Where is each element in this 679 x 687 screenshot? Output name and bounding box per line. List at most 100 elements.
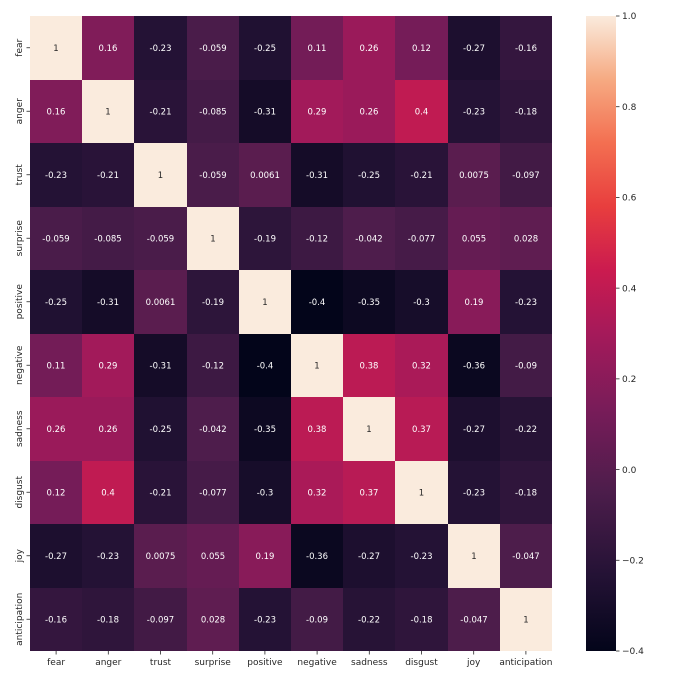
colorbar-tick-label: 0.8: [622, 103, 637, 113]
cell-value-label: -0.36: [463, 362, 485, 372]
cell-value-label: -0.23: [45, 171, 67, 181]
cell-value-label: -0.22: [515, 425, 537, 435]
colorbar-tick-label: 0.2: [622, 375, 636, 385]
cell-value-label: -0.31: [306, 171, 328, 181]
cell-value-label: 0.26: [99, 425, 118, 435]
heatmap-cell: [395, 397, 448, 461]
x-tick-label: trust: [150, 658, 172, 668]
heatmap-cell: [134, 334, 187, 397]
heatmap-cell: [448, 334, 500, 397]
colorbar-tick-label: −0.4: [622, 647, 644, 657]
cell-value-label: 0.055: [201, 552, 225, 562]
colorbar-tick-label: 0.0: [622, 466, 637, 476]
cell-value-label: 0.26: [360, 44, 379, 54]
cell-value-label: -0.23: [254, 616, 276, 626]
y-tick-label: positive: [15, 284, 25, 320]
cell-value-label: -0.077: [408, 235, 435, 245]
x-axis-ticks: fear anger trust surprise positive negative sa…: [47, 651, 552, 668]
y-tick-label: surprise: [15, 220, 25, 257]
x-tick-label: anticipation: [499, 658, 552, 668]
heatmap-cell: [395, 80, 448, 143]
cell-value-label: -0.4: [309, 298, 326, 308]
heatmap-cell: [187, 143, 239, 207]
cell-value-label: -0.31: [97, 298, 119, 308]
heatmap-cell: [187, 207, 239, 270]
heatmap-cell: [291, 80, 343, 143]
cell-value-label: 1: [471, 552, 476, 562]
heatmap-cell: [500, 334, 552, 397]
cell-value-label: -0.09: [515, 362, 537, 372]
heatmap-cell: [82, 588, 134, 651]
cell-value-label: 0.38: [308, 425, 327, 435]
heatmap-cell: [291, 270, 343, 334]
y-tick-label: joy: [15, 548, 25, 563]
heatmap-cell: [448, 207, 500, 270]
cell-value-label: 0.26: [360, 108, 379, 118]
cell-value-label: 1: [262, 298, 267, 308]
colorbar-tick-label: 0.4: [622, 284, 637, 294]
cell-value-label: 0.0075: [459, 171, 489, 181]
cell-value-label: -0.059: [199, 171, 226, 181]
heatmap-cell: [343, 334, 395, 397]
heatmap-cell: [291, 16, 343, 80]
heatmap-cell: [500, 143, 552, 207]
heatmap-cell: [343, 524, 395, 588]
x-tick-label: positive: [247, 658, 283, 668]
heatmap-cell: [448, 524, 500, 588]
cell-value-label: -0.21: [411, 171, 433, 181]
y-tick-label: trust: [15, 164, 25, 186]
cell-value-label: -0.35: [254, 425, 276, 435]
heatmap-cell: [291, 334, 343, 397]
heatmap-cell: [82, 397, 134, 461]
cell-value-label: -0.3: [413, 298, 430, 308]
heatmap-cell: [343, 397, 395, 461]
cell-value-label: 0.0075: [146, 552, 176, 562]
heatmap-cell: [395, 334, 448, 397]
heatmap-cell: [291, 207, 343, 270]
heatmap-cell: [187, 397, 239, 461]
heatmap-cell: [395, 143, 448, 207]
cell-value-label: 0.12: [412, 44, 431, 54]
heatmap-cell: [30, 207, 82, 270]
heatmap-cell: [30, 270, 82, 334]
heatmap-cell: [30, 524, 82, 588]
heatmap-cell: [30, 16, 82, 80]
heatmap-cell: [343, 80, 395, 143]
heatmap-cell: [448, 80, 500, 143]
heatmap-cell: [134, 143, 187, 207]
cell-value-label: -0.059: [199, 44, 226, 54]
cell-value-label: 0.055: [462, 235, 486, 245]
cell-value-label: -0.27: [45, 552, 67, 562]
heatmap-cell: [30, 588, 82, 651]
cell-value-label: 0.38: [360, 362, 379, 372]
cell-value-label: -0.085: [94, 235, 121, 245]
colorbar-ticks: 1.0 0.8 0.6 0.4 0.2 0.0 −0.2 −0.4: [616, 12, 644, 657]
heatmap-cell: [448, 16, 500, 80]
heatmap-cell: [82, 207, 134, 270]
cell-value-label: -0.21: [150, 108, 172, 118]
heatmap-cell: [30, 334, 82, 397]
cell-value-label: -0.059: [147, 235, 174, 245]
heatmap-cell: [500, 397, 552, 461]
cell-value-label: -0.042: [199, 425, 226, 435]
y-tick-label: anger: [15, 98, 25, 124]
x-tick-label: fear: [47, 658, 65, 668]
cell-value-label: -0.23: [515, 298, 537, 308]
cell-value-label: -0.22: [358, 616, 380, 626]
y-tick-label: disgust: [15, 476, 25, 509]
heatmap-cell: [239, 270, 291, 334]
x-tick-label: sadness: [351, 658, 388, 668]
cell-value-label: 0.37: [360, 489, 379, 499]
heatmap-cell: [239, 80, 291, 143]
heatmap-cell: [343, 207, 395, 270]
heatmap-cell: [448, 143, 500, 207]
cell-value-label: -0.25: [45, 298, 67, 308]
heatmap-cell: [187, 16, 239, 80]
heatmap-cell: [395, 16, 448, 80]
cell-value-label: -0.19: [202, 298, 224, 308]
cell-value-label: -0.19: [254, 235, 276, 245]
heatmap-cell: [448, 270, 500, 334]
cell-value-label: -0.097: [512, 171, 539, 181]
cell-value-label: -0.16: [45, 616, 67, 626]
heatmap-cell: [187, 588, 239, 651]
